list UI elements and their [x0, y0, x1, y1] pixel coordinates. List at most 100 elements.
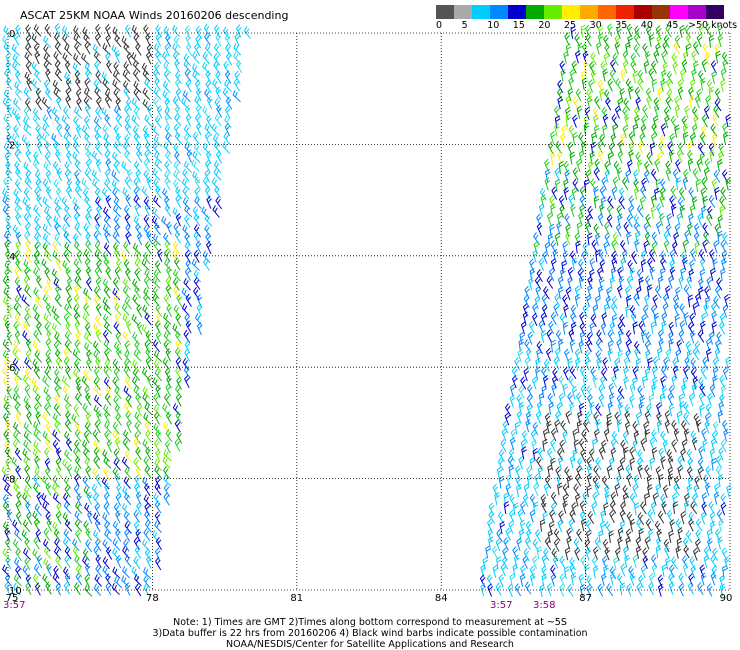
wind-barb	[115, 510, 121, 524]
wind-barb	[617, 402, 624, 416]
wind-barb	[568, 329, 575, 343]
wind-barb	[155, 448, 161, 462]
wind-barb	[661, 563, 668, 577]
wind-barb	[5, 215, 12, 229]
wind-barb	[641, 177, 647, 191]
wind-barb	[685, 43, 692, 57]
wind-barb	[622, 492, 629, 506]
wind-barb	[520, 321, 527, 335]
wind-barb	[719, 375, 726, 389]
wind-barb	[660, 493, 666, 507]
wind-barb	[166, 375, 172, 389]
wind-barb	[491, 545, 499, 559]
wind-barb	[597, 33, 604, 47]
wind-barb	[163, 331, 172, 344]
wind-barb	[53, 179, 61, 192]
wind-barb	[33, 440, 42, 453]
wind-barb	[569, 366, 577, 380]
wind-barb	[33, 474, 41, 487]
wind-barb	[660, 375, 666, 390]
wind-barb	[3, 287, 12, 300]
wind-barb	[682, 563, 689, 577]
wind-barb	[659, 257, 666, 271]
wind-barb	[94, 574, 102, 587]
wind-barb	[629, 394, 635, 409]
wind-barb	[151, 215, 160, 229]
wind-barb	[5, 556, 12, 570]
wind-barb	[215, 33, 222, 47]
wind-barb	[535, 357, 541, 371]
wind-barb	[164, 177, 171, 191]
wind-barb	[45, 68, 51, 82]
wind-barb	[714, 98, 722, 112]
wind-barb	[85, 212, 91, 226]
wind-barb	[136, 321, 143, 335]
wind-barb	[566, 536, 572, 550]
wind-barb	[184, 232, 191, 246]
wind-barb	[15, 24, 21, 38]
wind-barb	[141, 367, 150, 380]
wind-barb	[33, 536, 40, 550]
wind-barb	[82, 548, 90, 561]
wind-barb	[702, 195, 708, 209]
wind-barb	[619, 457, 626, 471]
wind-barb	[64, 340, 72, 353]
wind-barb	[650, 168, 658, 182]
colorbar-segment	[544, 5, 562, 19]
wind-barb	[609, 500, 617, 514]
wind-barb	[34, 350, 42, 363]
wind-barb	[636, 582, 643, 597]
wind-barb	[65, 95, 71, 109]
wind-barb	[93, 286, 101, 300]
wind-barb	[124, 24, 132, 38]
wind-barb	[626, 231, 632, 245]
wind-barb	[615, 78, 623, 92]
wind-barb	[532, 421, 539, 436]
wind-barb	[143, 196, 151, 210]
wind-barb	[694, 241, 701, 255]
wind-barb	[154, 520, 162, 533]
wind-barb	[526, 528, 532, 543]
note-line-2: 3)Data buffer is 22 hrs from 20160206 4)…	[152, 628, 588, 639]
wind-barb	[162, 357, 171, 371]
wind-barb	[687, 222, 693, 236]
wind-barb	[91, 169, 100, 182]
colorbar-segment	[598, 5, 616, 19]
wind-barb	[143, 169, 151, 183]
wind-barb	[74, 222, 82, 236]
wind-barb	[496, 529, 503, 543]
wind-barb	[541, 385, 548, 399]
wind-barb	[83, 342, 93, 355]
wind-barb	[114, 404, 122, 418]
wind-barb	[670, 115, 678, 129]
wind-barb	[112, 79, 121, 92]
wind-barb	[135, 491, 142, 505]
wind-barb	[113, 197, 122, 210]
colorbar-segment	[454, 5, 472, 19]
wind-barb	[569, 509, 576, 523]
wind-barb	[586, 294, 592, 308]
wind-barb	[172, 277, 180, 291]
wind-barb	[213, 43, 222, 57]
wind-barb	[657, 510, 665, 524]
wind-barb	[589, 257, 596, 272]
lon-tick-label: 87	[579, 593, 592, 604]
wind-barb	[509, 494, 516, 508]
wind-barb	[24, 71, 33, 85]
wind-barb	[662, 61, 669, 76]
wind-barb	[701, 428, 707, 442]
wind-barb	[620, 132, 627, 146]
wind-barb	[183, 365, 191, 379]
wind-barb	[102, 278, 111, 291]
wind-barb	[719, 205, 726, 219]
wind-barb	[42, 242, 50, 255]
pass-time-right-b: 3:58	[533, 600, 555, 611]
wind-barb	[123, 538, 130, 552]
wind-barb	[691, 50, 697, 64]
wind-barb	[81, 440, 90, 453]
wind-barb	[215, 196, 223, 210]
wind-barb	[112, 231, 121, 244]
wind-barb	[601, 106, 608, 120]
wind-barb	[604, 547, 611, 561]
wind-barb	[84, 168, 92, 182]
